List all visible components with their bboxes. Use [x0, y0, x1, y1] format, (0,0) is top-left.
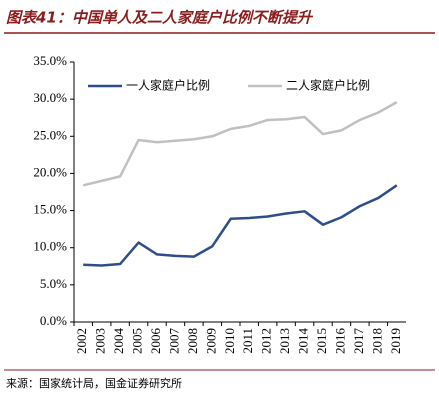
x-tick-label: 2005	[130, 328, 145, 354]
y-tick-label: 30.0%	[33, 90, 67, 105]
x-tick-label: 2011	[240, 328, 255, 354]
y-tick-label: 5.0%	[40, 276, 67, 291]
y-tick-label: 15.0%	[33, 202, 67, 217]
legend-label: 二人家庭户比例	[286, 78, 370, 93]
x-tick-label: 2016	[332, 328, 347, 355]
line	[83, 184, 398, 267]
y-tick-label: 20.0%	[33, 164, 67, 179]
x-tick-label: 2002	[74, 328, 89, 354]
x-tick-label: 2007	[166, 328, 181, 355]
x-tick-label: 2017	[351, 328, 366, 355]
y-tick-label: 10.0%	[33, 239, 67, 254]
x-tick-label: 2019	[388, 328, 403, 354]
x-tick-label: 2015	[314, 328, 329, 354]
x-tick-label: 2003	[93, 328, 108, 354]
x-tick-label: 2008	[185, 328, 200, 354]
legend-label: 一人家庭户比例	[126, 78, 210, 93]
x-tick-label: 2004	[111, 328, 126, 355]
y-tick-label: 0.0%	[40, 313, 67, 328]
x-tick-label: 2006	[148, 328, 163, 355]
y-tick-label: 25.0%	[33, 127, 67, 142]
x-tick-label: 2014	[296, 328, 311, 355]
source: 来源：国家统计局，国金证券研究所	[6, 376, 182, 390]
x-tick-label: 2013	[277, 328, 292, 354]
x-tick-label: 2012	[259, 328, 274, 354]
x-tick-label: 2009	[203, 328, 218, 354]
x-tick-label: 2010	[222, 328, 237, 354]
x-tick-label: 2018	[369, 328, 384, 354]
chart-title: 图表41：中国单人及二人家庭户比例不断提升	[6, 9, 314, 27]
line	[82, 101, 398, 187]
y-tick-label: 35.0%	[33, 53, 67, 68]
